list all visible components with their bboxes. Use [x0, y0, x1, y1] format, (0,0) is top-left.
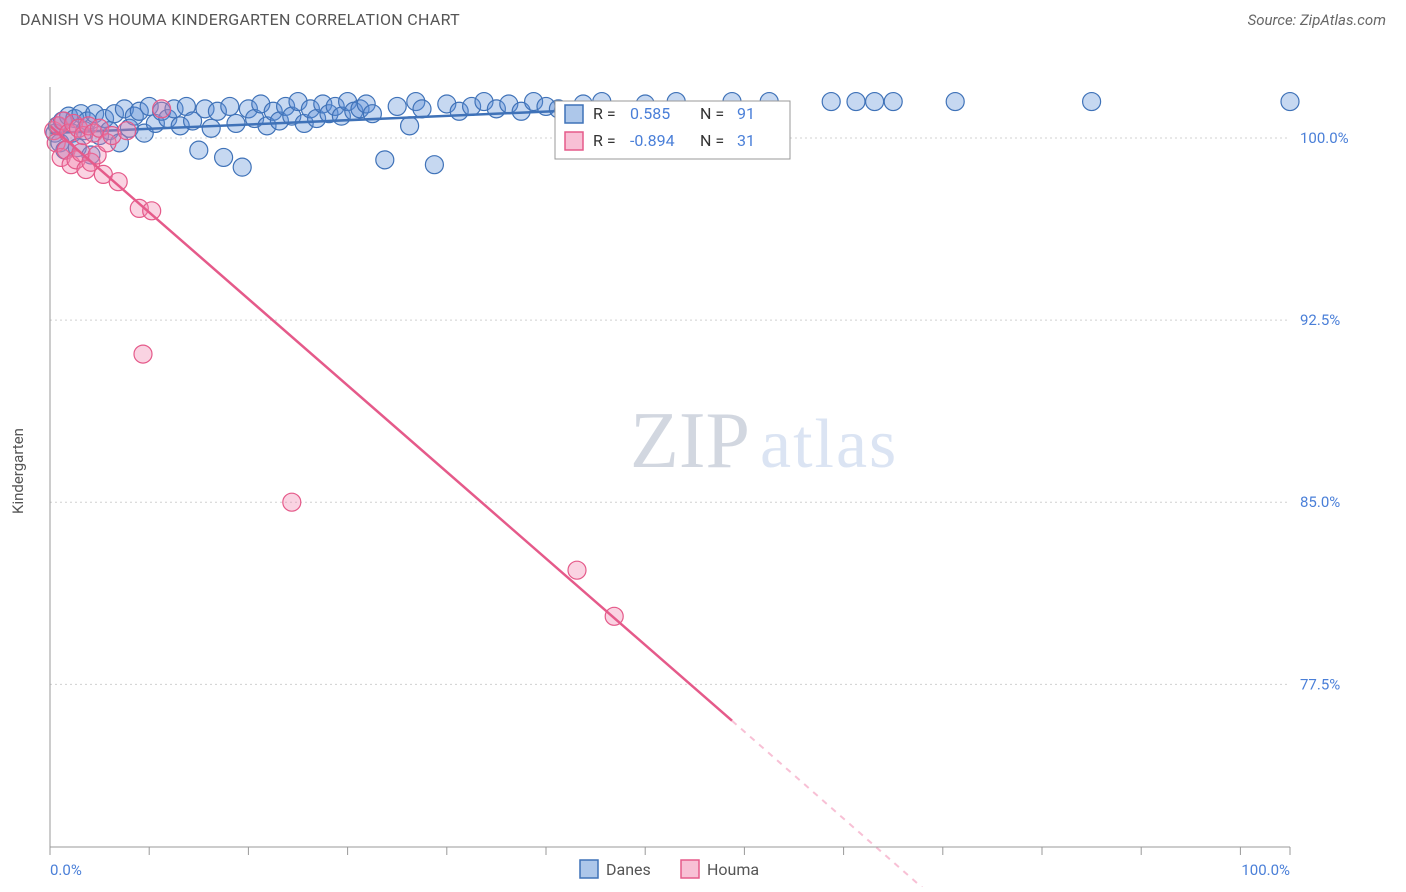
legend-swatch — [580, 860, 598, 878]
legend-r-value: 0.585 — [630, 104, 670, 123]
legend-r-label: R = — [593, 131, 616, 150]
data-point — [946, 93, 964, 111]
legend-r-label: R = — [593, 104, 616, 123]
y-tick-label: 100.0% — [1300, 129, 1349, 147]
data-point — [233, 158, 251, 176]
data-point — [215, 148, 233, 166]
legend-series-label: Danes — [606, 860, 651, 879]
data-point — [822, 93, 840, 111]
legend-r-value: -0.894 — [630, 131, 675, 150]
source-label: Source: ZipAtlas.com — [1248, 11, 1386, 29]
data-point — [190, 141, 208, 159]
data-point — [413, 100, 431, 118]
x-tick-label: 100.0% — [1241, 861, 1290, 879]
legend-swatch — [565, 105, 583, 123]
y-axis-label: Kindergarten — [9, 428, 27, 514]
legend-n-value: 91 — [737, 104, 755, 123]
trend-line-extended — [732, 721, 1042, 887]
data-point — [202, 119, 220, 137]
y-tick-label: 77.5% — [1300, 675, 1340, 693]
data-point — [568, 561, 586, 579]
legend-swatch — [565, 132, 583, 150]
chart-container: Kindergarten 100.0% 92.5% 85.0% 77.5% ZIPatl… — [0, 37, 1406, 887]
data-point — [376, 151, 394, 169]
data-point — [425, 156, 443, 174]
y-tick-label: 92.5% — [1300, 311, 1340, 329]
data-point — [388, 97, 406, 115]
data-point — [227, 114, 245, 132]
data-point — [866, 93, 884, 111]
data-point — [109, 173, 127, 191]
legend-n-label: N = — [700, 131, 724, 150]
data-point — [143, 202, 161, 220]
x-tick-label: 0.0% — [50, 861, 82, 879]
legend-swatch — [681, 860, 699, 878]
chart-title: DANISH VS HOUMA KINDERGARTEN CORRELATION… — [20, 10, 460, 29]
data-point — [134, 345, 152, 363]
data-point — [1281, 93, 1299, 111]
data-point — [153, 100, 171, 118]
data-point — [1083, 93, 1101, 111]
watermark: atlas — [760, 406, 898, 483]
legend-n-label: N = — [700, 104, 724, 123]
data-point — [221, 97, 239, 115]
watermark: ZIP — [630, 397, 750, 485]
legend-n-value: 31 — [737, 131, 755, 150]
data-point — [283, 493, 301, 511]
data-point — [884, 93, 902, 111]
data-point — [401, 117, 419, 135]
y-tick-label: 85.0% — [1300, 493, 1340, 511]
legend-series-label: Houma — [707, 860, 759, 879]
data-point — [847, 93, 865, 111]
scatter-chart: 100.0% 92.5% 85.0% 77.5% ZIPatlas 0.0% 100.0% R… — [0, 37, 1406, 887]
data-point — [118, 122, 136, 140]
